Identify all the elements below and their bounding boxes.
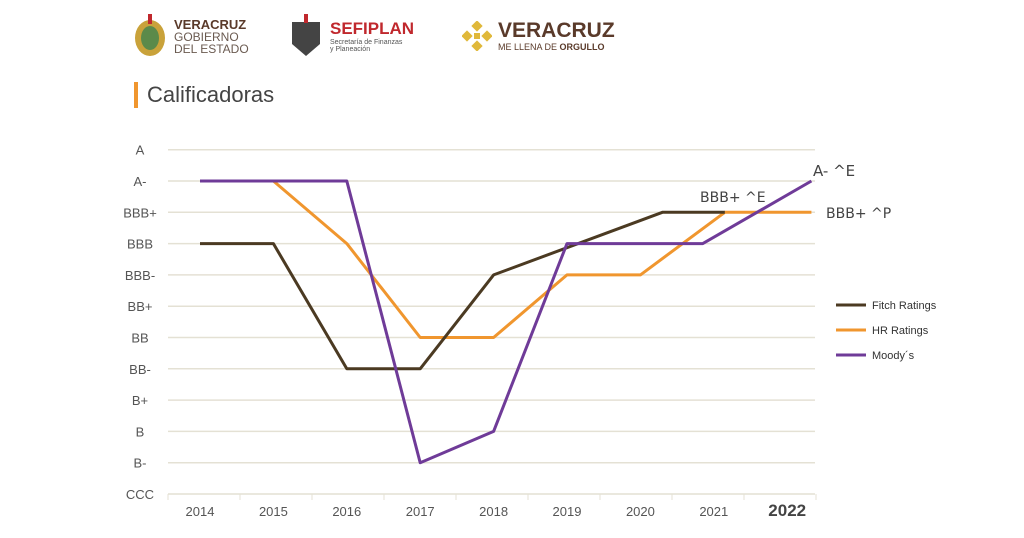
logo-sefiplan: SEFIPLAN Secretaría de Finanzas y Planeaci… <box>288 14 414 58</box>
logo-text: ORGULLO <box>559 42 605 52</box>
y-tick-label: BB <box>131 331 148 346</box>
logo-text: ME LLENA DE <box>498 42 560 52</box>
logo-text: VERACRUZ <box>498 19 615 42</box>
x-tick-label: 2021 <box>699 504 728 519</box>
y-tick-label: BBB- <box>125 268 155 283</box>
x-tick-label: 2022 <box>768 501 806 520</box>
x-tick-label: 2016 <box>332 504 361 519</box>
data-annotation: BBB+ ^E <box>700 190 766 206</box>
series-line-hr-ratings <box>200 179 812 339</box>
x-tick-label: 2015 <box>259 504 288 519</box>
series-line-moody-s <box>200 179 813 465</box>
logo-text: GOBIERNO <box>174 29 239 44</box>
legend-label: Fitch Ratings <box>872 300 937 312</box>
logo-text: Secretaría de Finanzas <box>330 39 403 46</box>
page-title: Calificadoras <box>134 82 274 108</box>
legend-label: HR Ratings <box>872 325 929 337</box>
data-annotation: BBB+ ^P <box>826 206 891 222</box>
pattern-icon <box>462 21 492 51</box>
logo-text: VERACRUZ <box>174 16 247 32</box>
logo-veracruz: VERACRUZ ME LLENA DE ORGULLO <box>462 20 615 52</box>
logo-text: y Planeación <box>330 46 371 53</box>
logo-gobierno: VERACRUZ GOBIERNO DEL ESTADO <box>132 14 249 58</box>
y-tick-label: A- <box>134 174 147 189</box>
x-tick-label: 2014 <box>186 504 215 519</box>
y-tick-label: BBB+ <box>123 205 157 220</box>
x-tick-label: 2020 <box>626 504 655 519</box>
data-annotation: A- ^E <box>813 162 855 180</box>
series-line-fitch-ratings <box>200 210 725 371</box>
y-tick-label: B- <box>134 456 147 471</box>
y-tick-label: A <box>136 143 145 158</box>
legend-label: Moody´s <box>872 350 915 362</box>
x-tick-label: 2018 <box>479 504 508 519</box>
y-tick-label: BBB <box>127 237 153 252</box>
logo-text: SEFIPLAN <box>330 19 415 38</box>
coat-of-arms-icon <box>135 14 165 56</box>
x-tick-label: 2019 <box>553 504 582 519</box>
y-tick-label: B+ <box>132 393 148 408</box>
y-tick-label: BB+ <box>128 299 153 314</box>
y-tick-label: CCC <box>126 487 154 502</box>
x-tick-label: 2017 <box>406 504 435 519</box>
y-tick-label: BB- <box>129 362 151 377</box>
shield-icon <box>292 14 320 56</box>
logo-text: DEL ESTADO <box>174 41 249 56</box>
y-tick-label: B <box>136 424 145 439</box>
